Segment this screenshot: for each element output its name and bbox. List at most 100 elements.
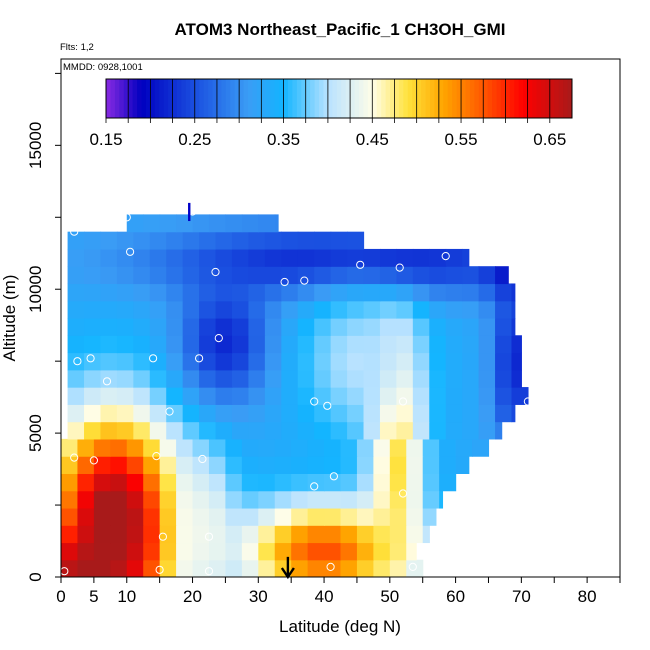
heatmap-cell — [100, 248, 118, 267]
colorbar-segment — [314, 79, 320, 118]
heatmap-cell — [149, 231, 167, 250]
heatmap-cell — [264, 266, 282, 285]
colorbar-segment — [327, 79, 333, 118]
heatmap-cell — [307, 438, 325, 457]
heatmap-cell — [258, 507, 276, 526]
heatmap-cell — [84, 318, 102, 336]
colorbar-segment — [545, 79, 551, 118]
heatmap-cell — [248, 369, 266, 388]
colorbar-segment — [203, 79, 209, 118]
heatmap-cell — [149, 318, 167, 336]
heatmap-cell — [396, 421, 414, 440]
colorbar-segment — [270, 79, 276, 118]
colorbar-segment — [261, 79, 267, 118]
x-tick-label: 30 — [249, 587, 268, 606]
heatmap-cell — [182, 369, 200, 388]
heatmap-cell — [231, 318, 250, 336]
heatmap-cell — [182, 231, 200, 250]
heatmap-cell — [314, 283, 332, 302]
heatmap-cell — [61, 490, 79, 509]
heatmap-cell — [511, 404, 516, 423]
heatmap-cell — [324, 559, 342, 577]
heatmap-cell — [176, 473, 194, 492]
heatmap-cell — [84, 335, 102, 354]
colorbar-segment — [305, 79, 311, 118]
heatmap-cell — [166, 231, 184, 250]
heatmap-cell — [215, 369, 233, 388]
heatmap-cell — [116, 352, 134, 371]
heatmap-cell — [67, 335, 85, 354]
colorbar-segment — [256, 79, 262, 118]
heatmap-cell — [149, 404, 167, 423]
heatmap-cell — [100, 352, 118, 371]
heatmap-cell — [67, 369, 85, 388]
heatmap-cell — [274, 214, 279, 233]
heatmap-cell — [192, 490, 210, 509]
heatmap-cell — [347, 318, 365, 336]
heatmap-cell — [340, 490, 358, 509]
heatmap-cell — [379, 248, 397, 267]
heatmap-cell — [389, 559, 407, 577]
colorbar-segment — [341, 79, 347, 118]
heatmap-cell — [462, 352, 480, 371]
colorbar-segment — [248, 79, 253, 118]
colorbar-segment — [483, 79, 489, 118]
heatmap-cell — [241, 507, 259, 526]
heatmap-cell — [340, 438, 358, 457]
heatmap-cell — [274, 525, 292, 544]
heatmap-cell — [356, 559, 374, 577]
sample-point — [214, 334, 223, 343]
heatmap-cell — [396, 387, 414, 405]
heatmap-cell — [116, 300, 134, 319]
heatmap-cell — [215, 231, 233, 250]
heatmap-cell — [231, 387, 250, 405]
heatmap-cell — [182, 300, 200, 319]
heatmap-cell — [412, 300, 430, 319]
colorbar-segment — [287, 79, 293, 118]
heatmap-cell — [462, 283, 480, 302]
colorbar-segment — [150, 79, 156, 118]
heatmap-cell — [422, 456, 440, 474]
heatmap-cell — [116, 231, 134, 250]
heatmap-cell — [495, 266, 509, 285]
colorbar-segment — [429, 79, 435, 118]
heatmap-cell — [297, 335, 315, 354]
colorbar-label: 0.35 — [267, 130, 300, 149]
colorbar-segment — [239, 79, 245, 118]
heatmap-cell — [182, 387, 200, 405]
heatmap-cell — [495, 421, 503, 440]
colorbar-segment — [452, 79, 458, 118]
heatmap-cell — [445, 421, 463, 440]
heatmap-cell — [445, 318, 463, 336]
sample-point — [329, 472, 338, 481]
heatmap-cell — [389, 456, 407, 474]
y-axis-label: Altitude (m) — [0, 275, 19, 362]
heatmap-cell — [231, 369, 250, 388]
heatmap-cell — [429, 266, 447, 285]
heatmap-cell — [258, 438, 276, 457]
heatmap-cell — [281, 231, 299, 250]
heatmap-cell — [445, 404, 463, 423]
heatmap-cell — [258, 456, 276, 474]
heatmap-cell — [363, 248, 381, 267]
heatmap-cell — [241, 542, 259, 561]
heatmap-cell — [445, 369, 463, 388]
heatmap-cell — [406, 525, 424, 544]
heatmap-cell — [67, 421, 85, 440]
heatmap-cell — [445, 352, 463, 371]
colorbar-segment — [527, 79, 533, 118]
heatmap-cell — [110, 559, 128, 577]
colorbar-segment — [172, 79, 178, 118]
heatmap-cell — [133, 352, 151, 371]
sample-point — [89, 456, 99, 465]
heatmap-cell — [264, 335, 282, 354]
sample-point — [102, 377, 112, 386]
heatmap-cell — [126, 507, 144, 526]
heatmap-cell — [166, 369, 184, 388]
sample-point — [198, 454, 207, 464]
heatmap-cell — [462, 335, 480, 354]
colorbar-segment — [540, 79, 546, 118]
heatmap-cell — [281, 248, 299, 267]
heatmap-cell — [248, 248, 266, 267]
heatmap-cell — [100, 266, 118, 285]
